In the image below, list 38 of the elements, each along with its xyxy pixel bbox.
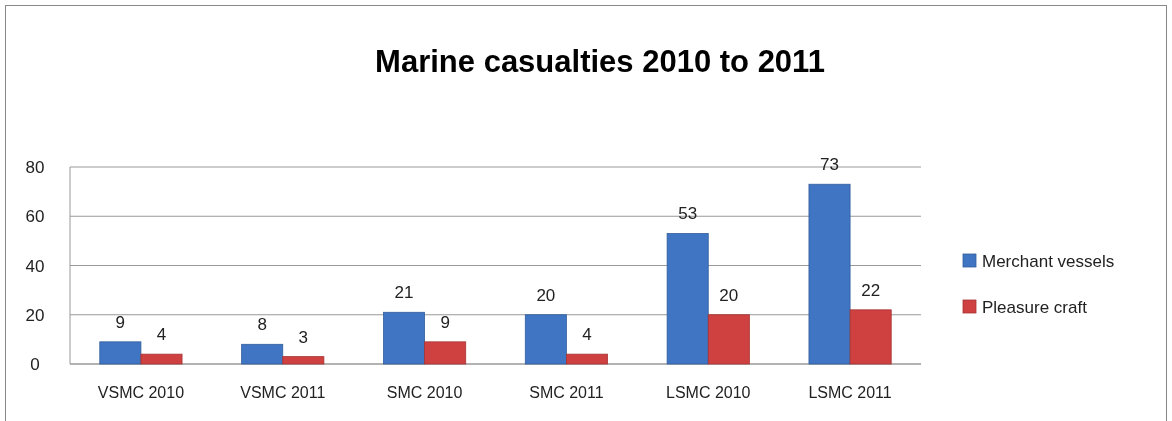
bar [566, 353, 608, 365]
bar [241, 343, 284, 365]
data-label: 22 [861, 280, 881, 300]
data-label: 9 [440, 312, 450, 332]
data-label: 4 [156, 325, 167, 345]
bar [282, 356, 325, 365]
data-label: 53 [678, 204, 698, 224]
data-label: 4 [582, 325, 592, 345]
data-label: 20 [536, 285, 556, 305]
x-tick-label: SMC 2011 [529, 384, 604, 401]
y-tick-label: 0 [30, 355, 40, 374]
x-tick-label: VSMC 2010 [97, 384, 185, 401]
data-label: 8 [257, 315, 267, 335]
bar [140, 353, 183, 365]
legend-label: Pleasure craft [982, 298, 1088, 317]
data-label: 73 [820, 155, 839, 175]
x-tick-label: SMC 2010 [386, 384, 463, 401]
data-label: 3 [298, 327, 309, 347]
y-tick-label: 60 [25, 207, 45, 227]
bar [707, 314, 750, 365]
bar [99, 341, 142, 365]
data-label: 21 [394, 283, 414, 303]
chart-title: Marine casualties 2010 to 2011 [375, 44, 825, 79]
bar [849, 309, 892, 365]
x-tick-label: VSMC 2011 [240, 384, 326, 401]
data-label: 20 [719, 285, 739, 305]
x-tick-label: LSMC 2011 [808, 384, 892, 401]
y-tick-label: 20 [25, 305, 45, 325]
legend-label: Merchant vessels [982, 252, 1115, 271]
data-label: 9 [115, 312, 126, 332]
bar [808, 183, 851, 365]
bar [383, 311, 425, 365]
bar [666, 233, 709, 365]
bar [524, 314, 567, 365]
y-tick-label: 80 [25, 158, 45, 177]
bar [424, 341, 467, 365]
x-tick-label: LSMC 2010 [666, 384, 751, 401]
y-tick-label: 40 [25, 256, 45, 276]
